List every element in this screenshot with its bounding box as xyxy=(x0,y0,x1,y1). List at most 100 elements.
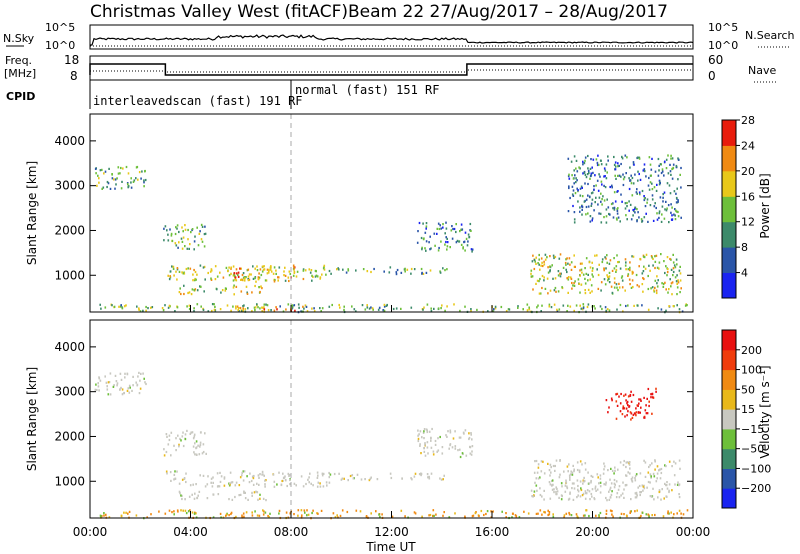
power-colorbar-label: Power [dB] xyxy=(758,173,772,238)
data-point xyxy=(198,453,201,456)
data-point xyxy=(541,264,544,268)
data-point xyxy=(677,281,680,284)
data-point xyxy=(667,512,669,515)
data-point xyxy=(600,180,603,183)
data-point xyxy=(321,474,324,477)
data-point xyxy=(635,414,637,417)
data-point xyxy=(199,285,201,288)
data-point xyxy=(638,157,641,160)
data-point xyxy=(581,262,583,265)
data-point xyxy=(351,305,353,308)
data-point xyxy=(430,446,433,449)
data-point xyxy=(251,494,253,497)
data-point xyxy=(117,166,120,169)
data-point xyxy=(99,379,102,382)
data-point xyxy=(642,169,645,172)
data-point xyxy=(267,309,270,312)
data-point xyxy=(427,476,429,479)
data-point xyxy=(597,476,599,479)
data-point xyxy=(636,188,638,191)
data-point xyxy=(628,462,630,465)
data-point xyxy=(667,291,669,294)
data-point xyxy=(632,214,634,217)
data-point xyxy=(470,308,472,311)
data-point xyxy=(550,471,552,474)
data-point xyxy=(277,279,279,282)
data-point xyxy=(657,279,659,282)
data-point xyxy=(465,237,468,240)
data-point xyxy=(615,270,617,273)
data-point xyxy=(564,484,567,487)
x-tick-label: 20:00 xyxy=(575,525,610,539)
data-point xyxy=(670,173,672,176)
data-point xyxy=(329,473,332,476)
data-point xyxy=(247,275,250,278)
data-point xyxy=(574,280,576,283)
data-point xyxy=(548,513,551,516)
data-point xyxy=(259,497,261,500)
data-point xyxy=(665,200,667,203)
data-point xyxy=(642,489,644,492)
data-point xyxy=(273,480,276,483)
data-point xyxy=(567,498,570,501)
data-point xyxy=(641,283,644,286)
data-point xyxy=(420,236,423,240)
data-point xyxy=(576,170,579,173)
data-point xyxy=(368,307,371,310)
data-point xyxy=(227,270,229,273)
data-point xyxy=(316,471,319,474)
data-point xyxy=(432,453,435,456)
data-point xyxy=(294,309,296,312)
data-point xyxy=(94,167,97,170)
data-point xyxy=(576,461,579,464)
data-point xyxy=(615,268,618,272)
data-point xyxy=(413,475,416,478)
data-point xyxy=(125,304,127,307)
data-point xyxy=(272,272,275,275)
data-point xyxy=(176,224,179,227)
data-point xyxy=(618,164,620,167)
data-point xyxy=(297,303,300,306)
data-point xyxy=(646,412,649,415)
data-point xyxy=(306,514,308,517)
data-point xyxy=(650,174,652,177)
data-point xyxy=(422,238,425,241)
data-point xyxy=(417,437,420,440)
data-point xyxy=(677,199,679,202)
data-point xyxy=(138,392,141,395)
data-point xyxy=(656,282,658,285)
data-point xyxy=(598,482,600,485)
data-point xyxy=(605,267,607,270)
data-point xyxy=(635,407,637,410)
data-point xyxy=(560,272,562,275)
data-point xyxy=(541,513,543,516)
data-point xyxy=(656,275,658,278)
data-point xyxy=(336,268,338,271)
data-point xyxy=(567,278,570,281)
data-point xyxy=(663,217,666,220)
data-point xyxy=(657,307,659,310)
data-point xyxy=(555,290,557,293)
data-point xyxy=(104,170,107,173)
data-point xyxy=(651,194,654,197)
data-point xyxy=(138,308,140,311)
data-point xyxy=(543,279,545,282)
data-point xyxy=(584,468,587,471)
data-point xyxy=(260,273,263,277)
data-point xyxy=(404,270,406,273)
data-point xyxy=(677,481,679,484)
data-point xyxy=(665,465,667,468)
data-point xyxy=(675,192,677,195)
cpid-segment-1: interleavedscan (fast) 191 RF xyxy=(93,94,303,108)
data-point xyxy=(635,493,638,496)
data-point xyxy=(679,291,681,294)
data-point xyxy=(232,305,234,308)
data-point xyxy=(601,307,603,311)
data-point xyxy=(578,282,580,285)
data-point xyxy=(593,497,595,500)
data-point xyxy=(139,379,141,382)
data-point xyxy=(572,498,575,501)
data-point xyxy=(210,269,213,272)
data-point xyxy=(612,207,614,210)
data-point xyxy=(108,167,110,170)
